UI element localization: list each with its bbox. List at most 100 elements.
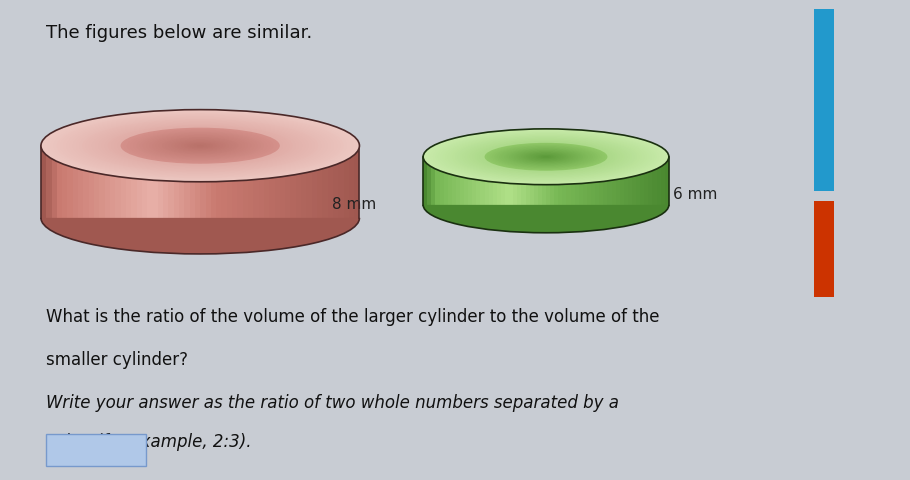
Ellipse shape [143, 133, 258, 159]
Text: 8 mm: 8 mm [332, 196, 377, 212]
Ellipse shape [494, 146, 598, 169]
Polygon shape [517, 157, 521, 205]
Polygon shape [227, 146, 232, 218]
Ellipse shape [497, 146, 595, 168]
Text: smaller cylinder?: smaller cylinder? [46, 350, 187, 368]
Ellipse shape [517, 151, 575, 164]
Ellipse shape [111, 126, 289, 167]
Polygon shape [480, 157, 484, 205]
Ellipse shape [455, 137, 637, 178]
Ellipse shape [177, 141, 222, 151]
Ellipse shape [504, 148, 588, 167]
Ellipse shape [504, 148, 588, 167]
Ellipse shape [117, 128, 283, 165]
Ellipse shape [521, 152, 571, 163]
Ellipse shape [70, 117, 331, 176]
Polygon shape [521, 157, 526, 205]
Polygon shape [620, 157, 624, 205]
Ellipse shape [64, 115, 337, 177]
Text: What is the ratio of the volume of the larger cylinder to the volume of the: What is the ratio of the volume of the l… [46, 307, 659, 325]
Ellipse shape [470, 140, 622, 175]
Ellipse shape [54, 113, 347, 180]
Ellipse shape [79, 119, 321, 174]
Ellipse shape [450, 136, 642, 179]
Polygon shape [311, 146, 317, 218]
Polygon shape [301, 146, 307, 218]
Ellipse shape [107, 125, 293, 168]
Ellipse shape [492, 145, 600, 170]
Ellipse shape [101, 124, 298, 168]
Polygon shape [269, 146, 275, 218]
Polygon shape [538, 157, 541, 205]
Polygon shape [179, 146, 184, 218]
Polygon shape [285, 146, 290, 218]
Ellipse shape [430, 131, 662, 184]
Polygon shape [448, 157, 451, 205]
Ellipse shape [477, 142, 615, 173]
Polygon shape [41, 218, 359, 254]
Ellipse shape [433, 132, 659, 183]
Polygon shape [333, 146, 339, 218]
Polygon shape [94, 146, 99, 218]
Polygon shape [456, 157, 460, 205]
Polygon shape [344, 146, 349, 218]
Ellipse shape [448, 135, 644, 180]
Polygon shape [628, 157, 632, 205]
Polygon shape [440, 157, 444, 205]
Ellipse shape [472, 141, 620, 174]
Polygon shape [221, 146, 227, 218]
Ellipse shape [41, 110, 359, 182]
Ellipse shape [130, 131, 270, 162]
Ellipse shape [492, 145, 600, 170]
Ellipse shape [95, 122, 305, 170]
Polygon shape [46, 146, 52, 218]
Ellipse shape [514, 150, 578, 165]
Ellipse shape [126, 130, 273, 163]
Ellipse shape [136, 132, 264, 161]
Ellipse shape [117, 128, 283, 165]
Polygon shape [608, 157, 612, 205]
Ellipse shape [465, 139, 627, 176]
Ellipse shape [181, 142, 219, 151]
Ellipse shape [107, 125, 293, 168]
Ellipse shape [64, 115, 337, 177]
Ellipse shape [529, 154, 563, 161]
Polygon shape [566, 157, 571, 205]
Polygon shape [290, 146, 296, 218]
Ellipse shape [433, 132, 659, 183]
Ellipse shape [438, 133, 654, 182]
Ellipse shape [89, 121, 311, 171]
Polygon shape [423, 157, 427, 205]
Ellipse shape [468, 140, 624, 175]
Polygon shape [493, 157, 497, 205]
Polygon shape [530, 157, 533, 205]
Ellipse shape [120, 128, 280, 164]
Ellipse shape [526, 153, 566, 162]
Ellipse shape [428, 131, 664, 184]
Ellipse shape [175, 141, 226, 152]
Polygon shape [131, 146, 136, 218]
Polygon shape [238, 146, 243, 218]
Ellipse shape [168, 139, 232, 154]
Ellipse shape [531, 154, 561, 161]
Polygon shape [460, 157, 464, 205]
Polygon shape [477, 157, 480, 205]
Ellipse shape [440, 133, 652, 181]
Polygon shape [322, 146, 328, 218]
Ellipse shape [194, 145, 207, 148]
Ellipse shape [56, 114, 344, 179]
Ellipse shape [101, 124, 298, 168]
Ellipse shape [524, 153, 568, 162]
Ellipse shape [56, 114, 344, 179]
Polygon shape [579, 157, 583, 205]
Polygon shape [73, 146, 78, 218]
Polygon shape [423, 205, 669, 233]
Ellipse shape [519, 151, 573, 164]
Polygon shape [280, 146, 285, 218]
Bar [46, 434, 146, 466]
Ellipse shape [477, 142, 615, 173]
Polygon shape [105, 146, 110, 218]
Ellipse shape [501, 147, 591, 168]
Ellipse shape [524, 153, 568, 162]
Polygon shape [163, 146, 168, 218]
